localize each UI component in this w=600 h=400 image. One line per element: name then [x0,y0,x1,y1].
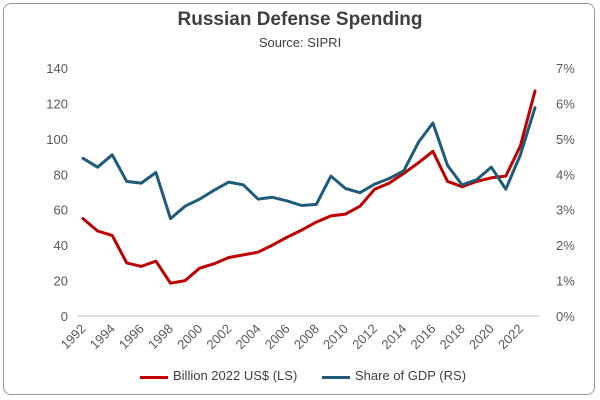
y-right-tick-label: 0% [556,309,575,324]
x-tick-label: 1996 [116,321,147,352]
chart-title: Russian Defense Spending [177,9,423,30]
x-tick-label: 2008 [291,321,322,352]
legend-swatch-series-1 [140,376,168,379]
legend-label-series-1: Billion 2022 US$ (LS) [173,368,298,383]
y-left-tick-label: 60 [54,203,68,218]
y-right-tick-label: 4% [556,167,575,182]
chart-frame [3,3,595,395]
y-left-tick-label: 40 [54,238,68,253]
y-left-tick-label: 20 [54,274,68,289]
x-tick-label: 2010 [320,321,351,352]
x-tick-label: 1994 [87,321,118,352]
y-right-tick-label: 6% [556,96,575,111]
x-tick-label: 2012 [349,321,380,352]
x-tick-label: 2004 [233,321,264,352]
y-right-tick-label: 1% [556,274,575,289]
y-left-tick-label: 120 [46,96,68,111]
x-tick-label: 2002 [203,321,234,352]
x-tick-label: 2000 [174,321,205,352]
y-left-tick-label: 0 [61,309,68,324]
x-tick-label: 2006 [262,321,293,352]
y-right-tick-label: 2% [556,238,575,253]
x-tick-label: 2022 [495,321,526,352]
y-left-tick-label: 80 [54,167,68,182]
y-right-tick-label: 5% [556,132,575,147]
chart-legend: Billion 2022 US$ (LS) Share of GDP (RS) [0,368,600,388]
y-left-tick-label: 100 [46,132,68,147]
legend-swatch-series-2 [322,376,350,379]
y-left-tick-label: 140 [46,61,68,76]
y-right-tick-label: 3% [556,203,575,218]
x-tick-label: 2016 [408,321,439,352]
x-tick-label: 1998 [145,321,176,352]
x-tick-label: 2018 [437,321,468,352]
x-tick-label: 2014 [378,321,409,352]
x-tick-label: 1992 [58,321,89,352]
x-tick-label: 2020 [466,321,497,352]
y-right-tick-label: 7% [556,61,575,76]
legend-label-series-2: Share of GDP (RS) [355,368,467,383]
series-line-2 [81,106,537,221]
chart-subtitle: Source: SIPRI [258,35,342,50]
series-line-1 [81,89,537,285]
